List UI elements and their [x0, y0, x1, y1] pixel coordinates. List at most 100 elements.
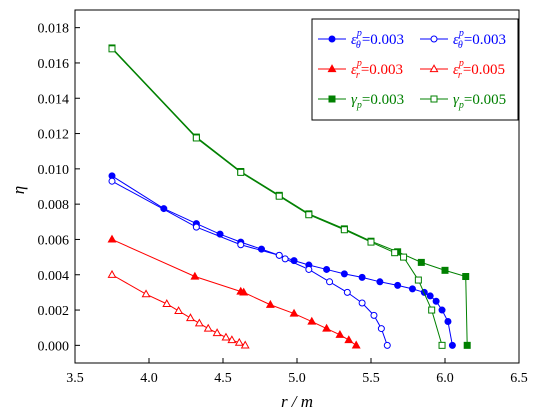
data-point [367, 238, 375, 246]
x-axis-title: r / m [281, 392, 313, 411]
y-tick-label: 0.002 [38, 304, 70, 319]
data-point [234, 337, 244, 346]
x-tick-label: 6.5 [510, 371, 528, 386]
data-point [335, 329, 345, 338]
data-point [391, 249, 399, 257]
series-4 [107, 269, 250, 349]
legend-item: εp r=0.003 [318, 58, 403, 81]
legend-label: γp=0.005 [453, 92, 506, 111]
data-point [394, 281, 402, 289]
data-point [265, 299, 275, 308]
data-point [212, 328, 222, 337]
data-point [426, 292, 434, 300]
legend-marker [327, 64, 337, 73]
data-point [344, 335, 354, 344]
legend-marker [430, 95, 438, 103]
data-point [237, 168, 245, 176]
data-point [444, 318, 452, 326]
data-point [190, 271, 200, 280]
data-point [428, 306, 436, 314]
data-point [108, 177, 116, 185]
data-point [383, 341, 391, 349]
series-line [111, 238, 357, 346]
data-point [281, 255, 289, 263]
legend-marker [430, 35, 438, 43]
data-point [377, 325, 385, 333]
axis-ticks: 3.5 4.0 4.5 5.0 5.5 6.0 6.5 0.000 0.002 0.004 0.00… [38, 22, 528, 386]
data-point [203, 323, 213, 332]
y-tick-label: 0.018 [38, 22, 70, 37]
y-tick-label: 0.014 [38, 92, 70, 107]
data-point [185, 313, 195, 322]
data-point [340, 226, 348, 234]
data-point [239, 287, 249, 296]
series-line [111, 180, 388, 346]
data-point [322, 323, 332, 332]
legend-item: εp θ=0.003 [420, 28, 506, 51]
legend-marker [328, 95, 336, 103]
data-point [370, 311, 378, 319]
data-point [174, 306, 184, 315]
data-point [400, 253, 408, 261]
x-tick-label: 4.5 [214, 371, 232, 386]
data-point [275, 192, 283, 200]
legend-item: εp r=0.005 [420, 58, 505, 81]
data-point [107, 234, 117, 243]
data-point [408, 285, 416, 293]
legend-marker [328, 35, 336, 43]
y-tick-label: 0.010 [38, 163, 70, 178]
series-3 [107, 234, 361, 349]
legend-marker [429, 64, 439, 73]
data-point [275, 251, 283, 259]
data-point [305, 265, 313, 273]
data-point [441, 266, 449, 274]
data-point [438, 341, 446, 349]
x-tick-label: 6.0 [436, 371, 454, 386]
data-point [358, 299, 366, 307]
data-point [289, 308, 299, 317]
x-tick-label: 5.5 [362, 371, 380, 386]
legend-label: εp θ=0.003 [351, 28, 404, 51]
legend-box [311, 18, 519, 121]
data-point [192, 134, 200, 142]
data-point [417, 258, 425, 266]
data-point [376, 278, 384, 286]
data-point [107, 269, 117, 278]
y-tick-label: 0.000 [38, 339, 70, 354]
y-axis-title: η [9, 186, 28, 194]
legend-item: γp=0.003 [318, 92, 404, 111]
data-point [351, 340, 361, 349]
series-layer [107, 44, 471, 349]
data-point [194, 318, 204, 327]
x-tick-label: 5.0 [288, 371, 306, 386]
data-point [221, 332, 231, 341]
data-point [326, 278, 334, 286]
legend-label: εp r=0.005 [453, 58, 505, 81]
x-tick-label: 3.5 [66, 371, 84, 386]
x-tick-label: 4.0 [140, 371, 158, 386]
legend-label: εp θ=0.003 [453, 28, 506, 51]
data-point [432, 297, 440, 305]
data-point [108, 45, 116, 53]
y-tick-label: 0.008 [38, 198, 70, 213]
data-point [162, 299, 172, 307]
series-2 [108, 177, 391, 349]
data-point [414, 276, 422, 284]
data-point [438, 306, 446, 314]
data-point [448, 341, 456, 349]
legend-item: εp θ=0.003 [318, 28, 404, 51]
data-point [343, 288, 351, 296]
y-tick-label: 0.006 [38, 233, 70, 248]
y-tick-label: 0.012 [38, 128, 70, 143]
data-point [358, 273, 366, 281]
data-point [192, 223, 200, 231]
series-6 [108, 45, 446, 349]
data-point [141, 289, 151, 298]
legend-label: εp r=0.003 [351, 58, 403, 81]
data-point [227, 335, 237, 344]
legend: εp θ=0.003 εp θ=0.003 εp r=0.003 εp r=0.005 γp=0… [311, 18, 519, 121]
legend-item: γp=0.005 [420, 92, 506, 111]
y-tick-label: 0.016 [38, 57, 70, 72]
y-tick-label: 0.004 [38, 269, 70, 284]
